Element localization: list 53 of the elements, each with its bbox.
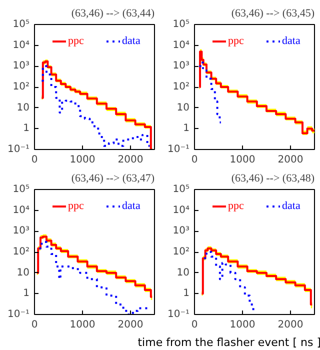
text: ppc xyxy=(228,200,245,212)
y-tick-label: 10³ xyxy=(12,60,30,72)
chart-title: (63,46) --> (63,45) xyxy=(231,8,315,20)
legend-label: data xyxy=(122,35,142,47)
y-tick-label: 10 xyxy=(176,102,190,114)
y-tick-label: 10⁻¹ xyxy=(7,309,30,320)
x-tick-label: 1000 xyxy=(230,320,256,330)
y-tick-label: 1 xyxy=(183,288,190,300)
x-tick-label: 0 xyxy=(31,320,38,330)
x-tick-label: 0 xyxy=(31,154,38,166)
legend-label: data xyxy=(282,35,302,47)
y-tick-label: 1 xyxy=(183,123,190,134)
y-tick-label: 10⁴ xyxy=(172,204,190,216)
legend-label: ppc xyxy=(68,35,85,47)
y-tick-label: 10⁵ xyxy=(172,184,190,195)
chart-title: (63,46) --> (63,48) xyxy=(231,172,315,184)
y-tick-label: 10⁻¹ xyxy=(167,309,190,320)
text: ppc xyxy=(228,35,245,47)
y-tick-label: 10² xyxy=(12,246,30,258)
x-tick-label: 1000 xyxy=(230,154,256,166)
y-tick-label: 10³ xyxy=(172,60,190,72)
chart-title: (63,46) --> (63,47) xyxy=(71,172,155,184)
y-tick-label: 10⁴ xyxy=(172,40,190,51)
y-tick-label: 10² xyxy=(12,82,30,92)
y-tick-label: 10 xyxy=(16,102,30,114)
y-tick-label: 10⁵ xyxy=(172,19,190,30)
x-tick-label: 2000 xyxy=(278,154,304,166)
x-tick-label: 0 xyxy=(191,320,198,330)
y-tick-label: 1 xyxy=(23,288,30,300)
y-tick-label: 10⁵ xyxy=(12,19,30,30)
x-tick-label: 1000 xyxy=(70,154,96,166)
x-tick-label: 2000 xyxy=(278,320,304,330)
y-tick-label: 1 xyxy=(23,123,30,134)
x-tick-label: 2000 xyxy=(118,320,144,330)
legend-label: ppc xyxy=(68,200,85,212)
y-tick-label: 10⁻¹ xyxy=(7,144,30,155)
x-tick-label: 1000 xyxy=(70,320,96,330)
legend-label: data xyxy=(122,200,142,212)
y-tick-label: 10⁵ xyxy=(12,184,30,195)
x-axis-title: time from the flasher event [ ns ] xyxy=(138,335,320,350)
y-tick-label: 10⁻¹ xyxy=(167,144,190,155)
y-tick-label: 10³ xyxy=(172,226,190,237)
chart-title: (63,46) --> (63,44) xyxy=(71,8,155,20)
y-tick-label: 10² xyxy=(172,246,190,258)
y-tick-label: 10³ xyxy=(12,226,30,237)
x-tick-label: 2000 xyxy=(118,154,144,166)
x-tick-label: 0 xyxy=(191,154,198,166)
y-tick-label: 10 xyxy=(16,267,30,278)
y-tick-label: 10² xyxy=(172,82,190,92)
y-tick-label: 10 xyxy=(176,267,190,278)
y-tick-label: 10⁴ xyxy=(12,204,30,216)
legend-label: data xyxy=(282,200,302,212)
y-tick-label: 10⁴ xyxy=(12,40,30,51)
